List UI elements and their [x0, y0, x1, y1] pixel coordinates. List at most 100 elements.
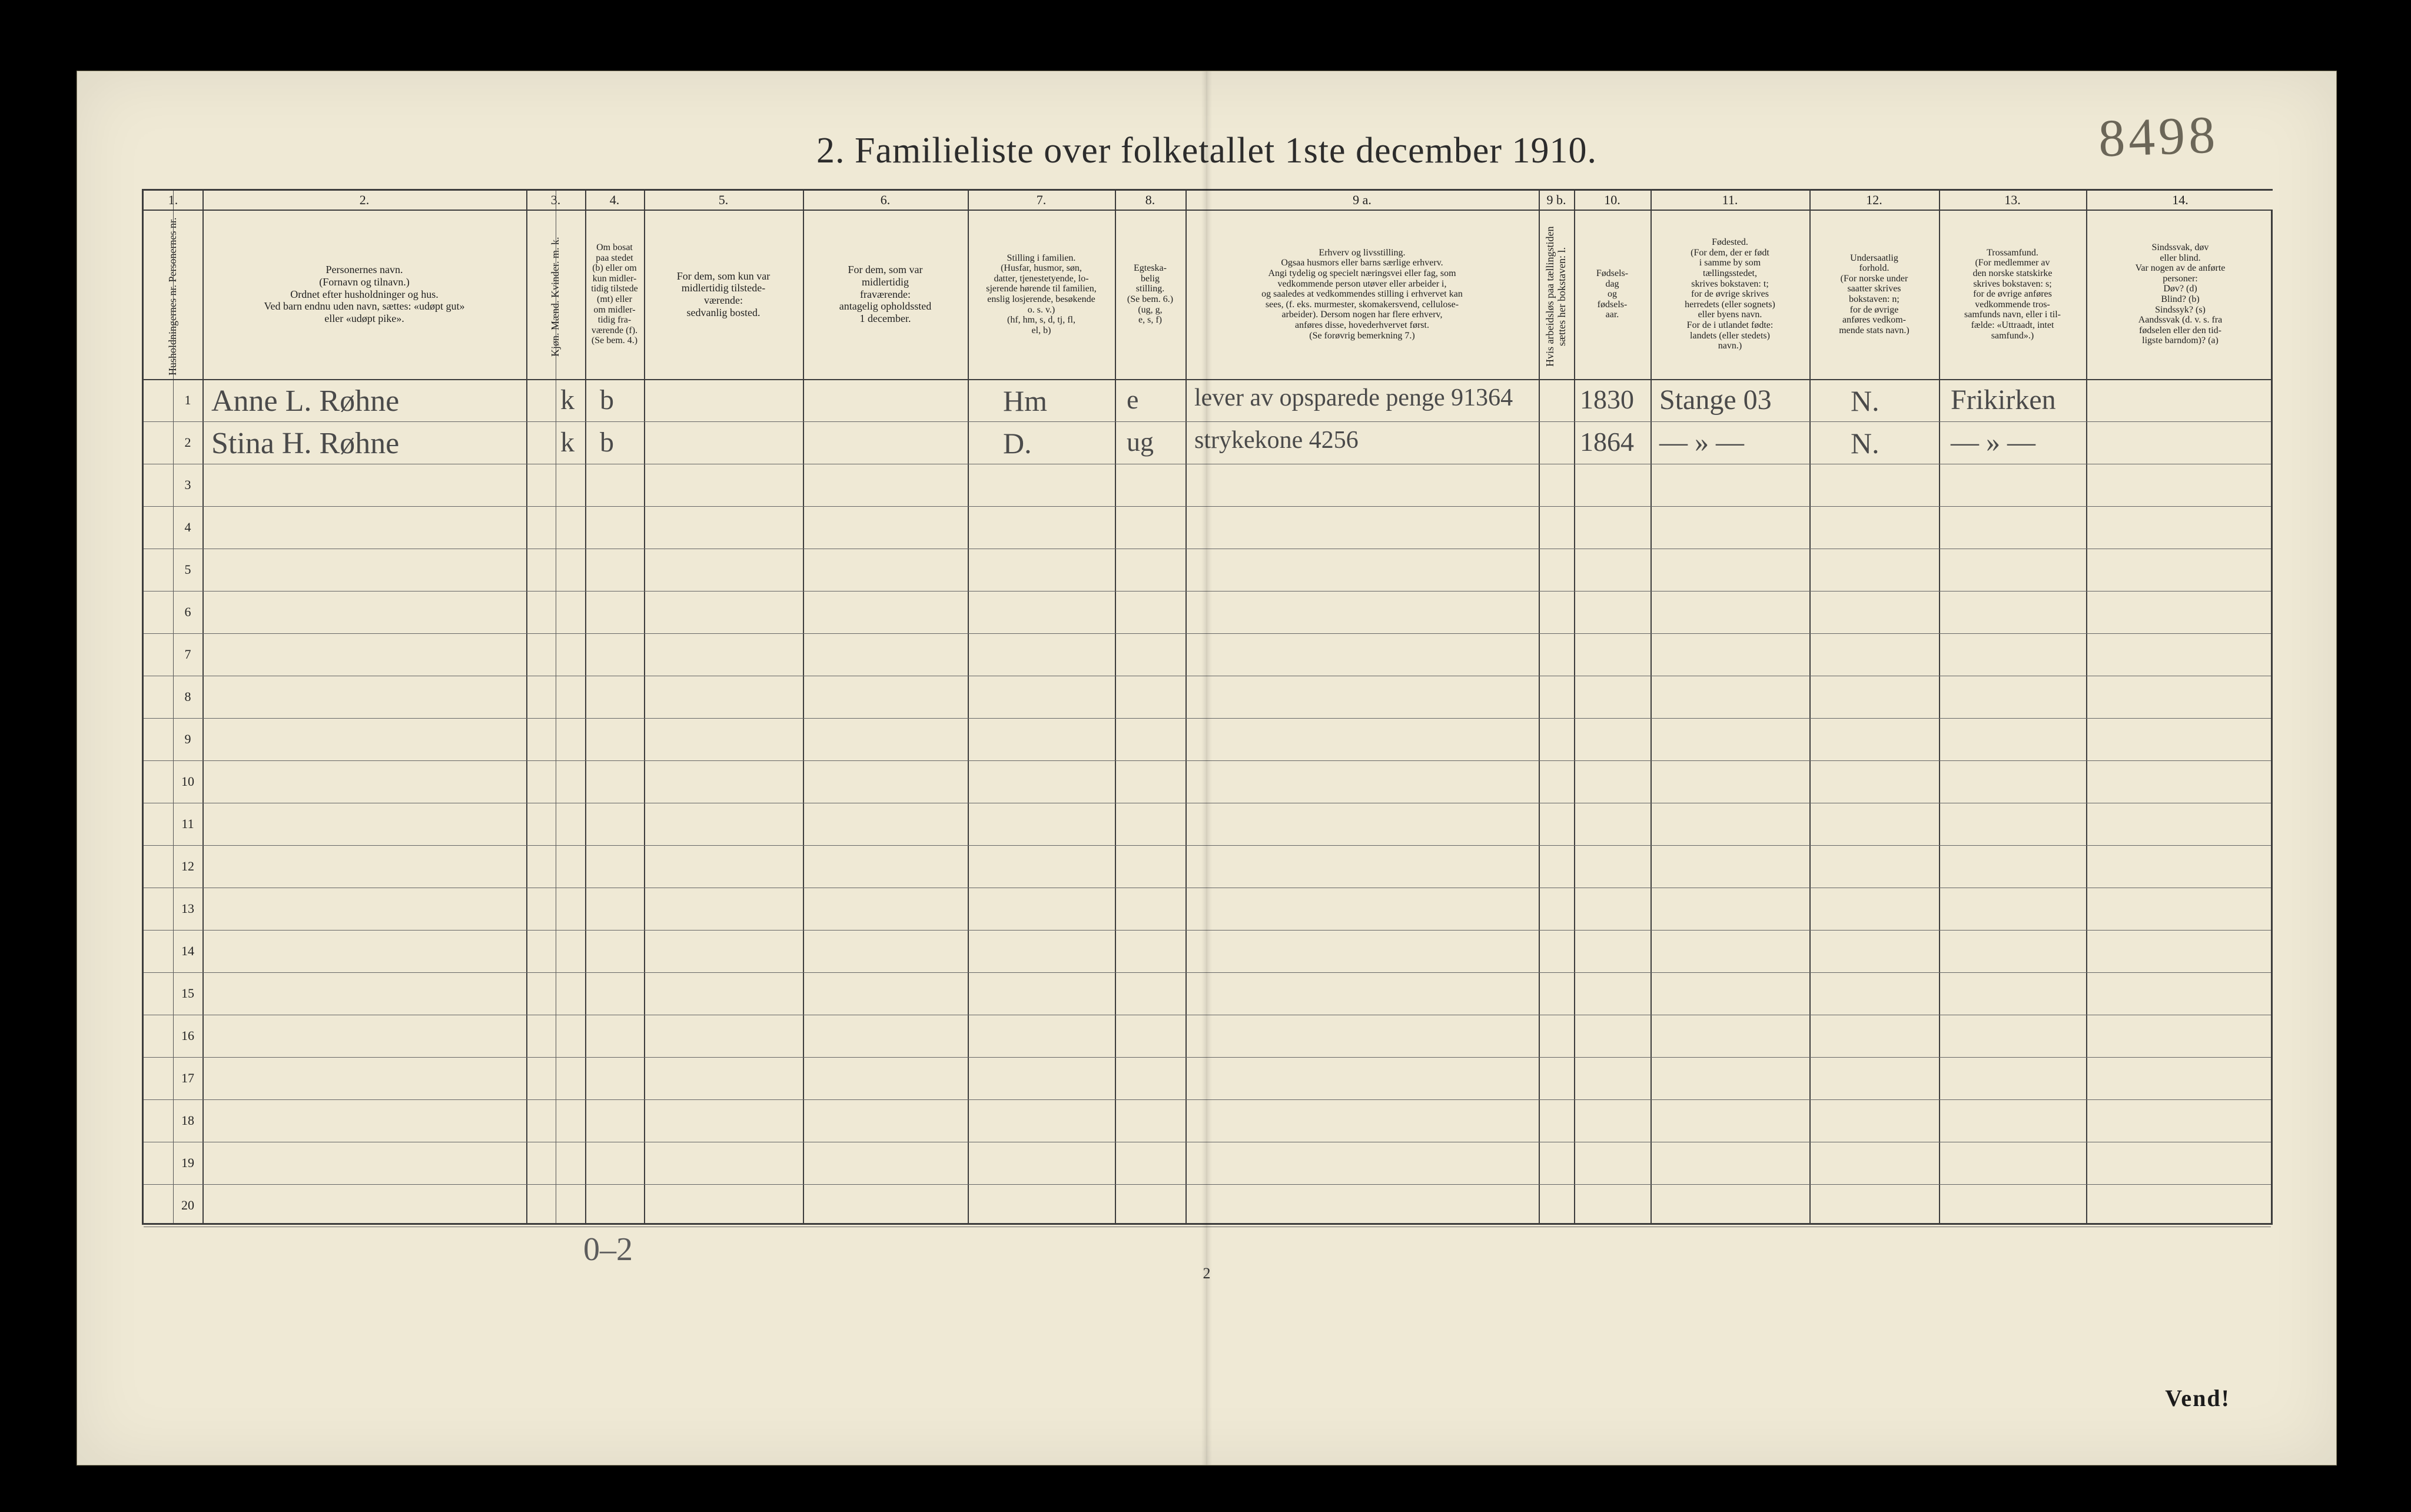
- column-header: Erhverv og livsstilling. Ogsaa husmors e…: [1185, 212, 1539, 377]
- column-divider: [1539, 191, 1540, 1223]
- column-number: 14.: [2086, 191, 2274, 210]
- handwritten-entry: N.: [1851, 426, 1879, 460]
- column-header: Om bosat paa stedet (b) eller om kun mid…: [585, 212, 644, 377]
- handwritten-entry: 1864: [1580, 426, 1634, 457]
- column-header: Fødested. (For dem, der er født i samme …: [1650, 212, 1809, 377]
- row-number: 14: [173, 930, 202, 972]
- header-bottom-rule: [144, 379, 2271, 380]
- row-number: 19: [173, 1142, 202, 1184]
- row-divider: [144, 1057, 2271, 1058]
- handwritten-entry: e: [1127, 384, 1138, 415]
- column-number: 4.: [585, 191, 644, 210]
- handwritten-entry: lever av op­sparede penge 91364: [1194, 384, 1513, 412]
- column-header: Hvis arbeidsløs paa tællingstiden sættes…: [1539, 212, 1574, 377]
- row-number: 13: [173, 888, 202, 930]
- row-divider: [144, 506, 2271, 507]
- column-divider: [1115, 191, 1116, 1223]
- column-number: 9 b.: [1539, 191, 1574, 210]
- column-number: 12.: [1809, 191, 1939, 210]
- row-number: 4: [173, 506, 202, 549]
- column-number: 8.: [1115, 191, 1185, 210]
- row-number: 11: [173, 803, 202, 845]
- page-title: 2. Familieliste over folketallet 1ste de…: [77, 130, 2336, 172]
- printed-page-number: 2: [1203, 1265, 1211, 1282]
- row-number: 2: [173, 421, 202, 464]
- column-divider: [644, 191, 645, 1223]
- handwritten-entry: b: [600, 426, 614, 458]
- handwritten-entry: Hm: [1003, 384, 1047, 418]
- column-header: For dem, som kun var midlertidig tilsted…: [644, 212, 803, 377]
- row-number: 10: [173, 760, 202, 803]
- row-number: 1: [173, 379, 202, 421]
- column-header: Undersaatlig forhold. (For norske under …: [1809, 212, 1939, 377]
- row-number: 12: [173, 845, 202, 888]
- row-number: 18: [173, 1099, 202, 1142]
- document-page: 8498 2. Familieliste over folketallet 1s…: [77, 71, 2337, 1466]
- column-divider: [173, 191, 174, 1223]
- row-divider: [144, 1099, 2271, 1100]
- row-number: 16: [173, 1015, 202, 1057]
- handwritten-entry: Stange 03: [1659, 384, 1772, 416]
- column-divider: [1650, 191, 1652, 1223]
- row-divider: [144, 718, 2271, 719]
- column-number: 9 a.: [1185, 191, 1539, 210]
- row-divider: [144, 633, 2271, 634]
- column-divider: [803, 191, 804, 1223]
- row-divider: [144, 421, 2271, 422]
- handwritten-entry: ug: [1127, 426, 1154, 457]
- row-number: 7: [173, 633, 202, 676]
- row-divider: [144, 845, 2271, 846]
- column-number: 10.: [1574, 191, 1650, 210]
- column-divider: [2086, 191, 2087, 1223]
- column-header: Personernes navn. (Fornavn og tilnavn.) …: [202, 212, 526, 377]
- column-number: 7.: [968, 191, 1115, 210]
- scan-background: 8498 2. Familieliste over folketallet 1s…: [0, 0, 2411, 1512]
- row-number: 5: [173, 549, 202, 591]
- column-header: Sindssvak, døv eller blind. Var nogen av…: [2086, 212, 2274, 377]
- column-divider: [202, 191, 204, 1223]
- handwritten-entry: Stina H. Røhne: [211, 426, 399, 461]
- row-number: 9: [173, 718, 202, 760]
- handwritten-entry: Anne L. Røhne: [211, 384, 399, 418]
- column-header: For dem, som var midlertidig fraværende:…: [803, 212, 968, 377]
- handwritten-entry: k: [560, 384, 574, 416]
- column-divider: [1809, 191, 1811, 1223]
- handwritten-entry: strykekone 4256: [1194, 426, 1359, 454]
- column-divider: [1574, 191, 1575, 1223]
- column-divider: [526, 191, 527, 1223]
- column-header: Trossamfund. (For medlemmer av den norsk…: [1939, 212, 2086, 377]
- column-number: 13.: [1939, 191, 2086, 210]
- column-divider: [1185, 191, 1187, 1223]
- handwritten-entry: N.: [1851, 384, 1879, 418]
- column-number: 6.: [803, 191, 968, 210]
- handwritten-entry: Frikirken: [1951, 384, 2056, 416]
- row-number: 17: [173, 1057, 202, 1099]
- turn-page-label: Vend!: [2165, 1384, 2230, 1412]
- column-divider: [968, 191, 969, 1223]
- handwritten-entry: — » —: [1951, 426, 2035, 458]
- column-number: 2.: [202, 191, 526, 210]
- column-header: Egteska- belig stilling. (Se bem. 6.) (u…: [1115, 212, 1185, 377]
- row-number: 20: [173, 1184, 202, 1227]
- column-divider: [585, 191, 586, 1223]
- column-header: Fødsels- dag og fødsels- aar.: [1574, 212, 1650, 377]
- pencil-annotation-bottom: 0–2: [583, 1231, 633, 1268]
- row-divider: [144, 760, 2271, 761]
- column-header: Stilling i familien. (Husfar, husmor, sø…: [968, 212, 1115, 377]
- census-table: 1.2.3.4.5.6.7.8.9 a.9 b.10.11.12.13.14.H…: [142, 189, 2273, 1225]
- row-divider: [144, 1184, 2271, 1185]
- row-number: 8: [173, 676, 202, 718]
- handwritten-entry: b: [600, 384, 614, 416]
- row-divider: [144, 930, 2271, 931]
- handwritten-entry: D.: [1003, 426, 1032, 460]
- handwritten-entry: k: [560, 426, 574, 458]
- row-number: 15: [173, 972, 202, 1015]
- row-number: 6: [173, 591, 202, 633]
- handwritten-entry: — » —: [1659, 426, 1744, 458]
- header-top-rule: [144, 210, 2271, 211]
- row-number: 3: [173, 464, 202, 506]
- column-divider: [1939, 191, 1940, 1223]
- column-number: 5.: [644, 191, 803, 210]
- handwritten-entry: 1830: [1580, 384, 1634, 415]
- column-number: 11.: [1650, 191, 1809, 210]
